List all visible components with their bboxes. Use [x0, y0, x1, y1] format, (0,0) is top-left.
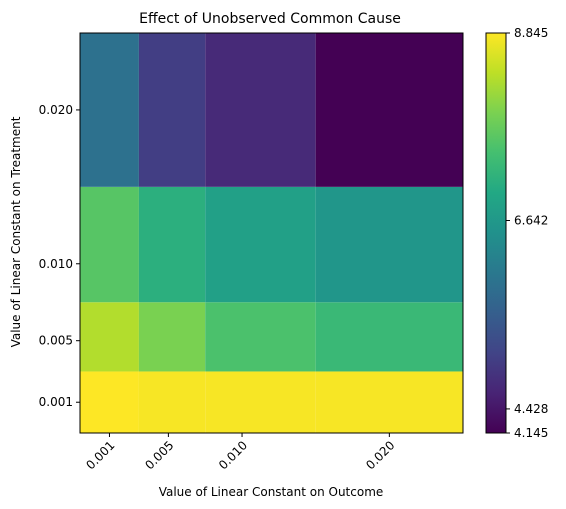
- colorbar-ticks: 4.145 4.428 6.642 8.845: [506, 26, 548, 440]
- colorbar: [485, 32, 507, 434]
- y-axis-label: Value of Linear Constant on Treatment: [9, 116, 23, 347]
- heatmap-cell: [315, 302, 463, 372]
- colorbar-tick-label: 4.145: [514, 426, 548, 440]
- y-tick-label: 0.005: [39, 334, 73, 348]
- heatmap-cell: [138, 371, 206, 433]
- x-tick-label: 0.010: [216, 438, 250, 472]
- heatmap-cell: [80, 33, 139, 187]
- y-tick-label: 0.020: [39, 103, 73, 117]
- colorbar-tick-label: 4.428: [514, 402, 548, 416]
- y-axis-ticks: 0.001 0.005 0.010 0.020: [39, 103, 80, 409]
- heatmap-cell: [205, 33, 316, 187]
- x-tick-label: 0.005: [142, 438, 176, 472]
- x-axis-label: Value of Linear Constant on Outcome: [159, 485, 384, 499]
- heatmap-cell: [80, 186, 139, 303]
- heatmap-cell: [205, 186, 316, 303]
- heatmap-cell: [138, 186, 206, 303]
- heatmap-cell: [80, 302, 139, 372]
- colorbar-tick-label: 6.642: [514, 213, 548, 227]
- heatmap-cell: [315, 33, 463, 187]
- heatmap-cell: [315, 371, 463, 433]
- heatmap-cell: [205, 302, 316, 372]
- plot-frame: [79, 32, 464, 434]
- chart-title: Effect of Unobserved Common Cause: [139, 11, 401, 27]
- x-axis-ticks: 0.001 0.005 0.010 0.020: [83, 433, 397, 472]
- colorbar-tick-label: 8.845: [514, 26, 548, 40]
- heatmap-cells: [80, 33, 463, 433]
- heatmap-cell: [315, 186, 463, 303]
- y-tick-label: 0.010: [39, 257, 73, 271]
- x-tick-label: 0.001: [83, 438, 117, 472]
- heatmap-cell: [80, 371, 139, 433]
- heatmap-cell: [138, 33, 206, 187]
- heatmap-cell: [205, 371, 316, 433]
- y-tick-label: 0.001: [39, 395, 73, 409]
- heatmap-cell: [138, 302, 206, 372]
- x-tick-label: 0.020: [363, 438, 397, 472]
